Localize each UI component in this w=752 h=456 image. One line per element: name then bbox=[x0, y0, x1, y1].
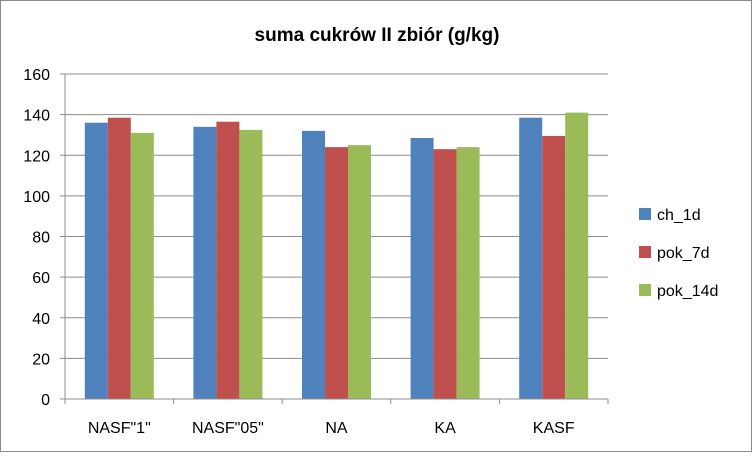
bar-pok_14d bbox=[456, 147, 480, 399]
bar-ch_1d bbox=[519, 117, 543, 399]
legend-label-ch_1d: ch_1d bbox=[657, 207, 701, 224]
bar-pok_14d bbox=[130, 132, 154, 399]
x-tick-label: NASF"1" bbox=[88, 420, 151, 437]
legend-label-pok_7d: pok_7d bbox=[657, 245, 710, 262]
x-tick-label: NA bbox=[325, 420, 348, 437]
y-tick-label: 80 bbox=[32, 230, 50, 247]
legend-swatch-pok_7d bbox=[639, 246, 651, 258]
axes: 0 20 40 60 80 100 120 140 160 NASF"1" NASF"05" NA KA… bbox=[23, 67, 609, 437]
bar-pok_14d bbox=[565, 112, 589, 399]
bar-pok_7d bbox=[107, 117, 131, 399]
bar-ch_1d bbox=[410, 137, 434, 399]
legend-label-pok_14d: pok_14d bbox=[657, 283, 718, 300]
y-tick-label: 100 bbox=[23, 189, 50, 206]
y-tick-label: 0 bbox=[41, 392, 50, 409]
x-tick-label: NASF"05" bbox=[192, 420, 264, 437]
x-tick-label: KASF bbox=[533, 420, 575, 437]
legend: ch_1d pok_7d pok_14d bbox=[639, 207, 718, 300]
x-tick-label: KA bbox=[434, 420, 456, 437]
y-tick-label: 160 bbox=[23, 67, 50, 84]
bar-pok_7d bbox=[542, 135, 566, 399]
chart-title: suma cukrów II zbiór (g/kg) bbox=[255, 25, 500, 46]
y-tick-label: 40 bbox=[32, 311, 50, 328]
y-tick-label: 20 bbox=[32, 351, 50, 368]
bar-pok_14d bbox=[348, 145, 371, 399]
bar-pok_7d bbox=[433, 149, 457, 399]
bar-pok_7d bbox=[325, 147, 348, 399]
bar-pok_14d bbox=[239, 129, 263, 399]
y-tick-label: 140 bbox=[23, 108, 50, 125]
bar-pok_7d bbox=[216, 121, 240, 399]
bar-ch_1d bbox=[193, 126, 217, 399]
legend-swatch-pok_14d bbox=[639, 284, 651, 296]
bars bbox=[84, 112, 589, 399]
y-tick-label: 120 bbox=[23, 148, 50, 165]
legend-swatch-ch_1d bbox=[639, 208, 651, 220]
bar-ch_1d bbox=[302, 130, 325, 399]
y-tick-label: 60 bbox=[32, 270, 50, 287]
bar-ch_1d bbox=[84, 122, 108, 399]
